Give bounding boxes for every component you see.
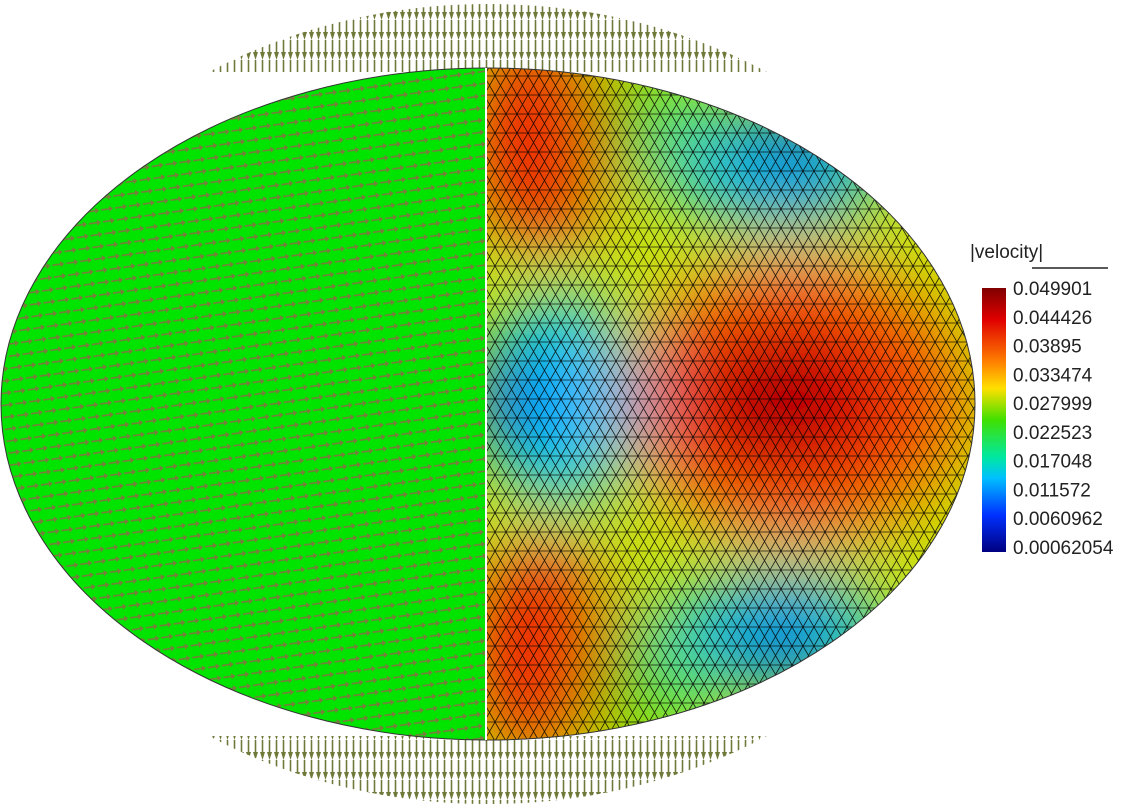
vector-field-half — [1, 68, 486, 740]
colorbar-label: 0.049901 — [1013, 279, 1092, 300]
magnitude-half — [486, 68, 975, 740]
colorbar-title: |velocity| — [970, 242, 1043, 263]
colorbar-label: 0.027999 — [1013, 394, 1092, 415]
domain-outline — [0, 67, 976, 741]
colorbar-label: 0.044426 — [1013, 308, 1092, 329]
colorbar: |velocity| 0.049901 0.044426 0.03895 0.0334… — [970, 242, 1114, 559]
colorbar-label: 0.017048 — [1013, 452, 1092, 473]
colorbar-ramp — [982, 288, 1006, 552]
colorbar-label: 0.033474 — [1013, 365, 1093, 386]
colorbar-label: 0.011572 — [1013, 480, 1091, 501]
colorbar-label: 0.03895 — [1013, 337, 1082, 358]
colorbar-labels: 0.049901 0.044426 0.03895 0.033474 0.027999 0… — [1013, 279, 1114, 559]
colorbar-label: 0.022523 — [1013, 423, 1092, 444]
colorbar-label: 0.0060962 — [1013, 509, 1103, 530]
domain — [1, 68, 975, 740]
colorbar-label: 0.00062054 — [1013, 538, 1114, 559]
